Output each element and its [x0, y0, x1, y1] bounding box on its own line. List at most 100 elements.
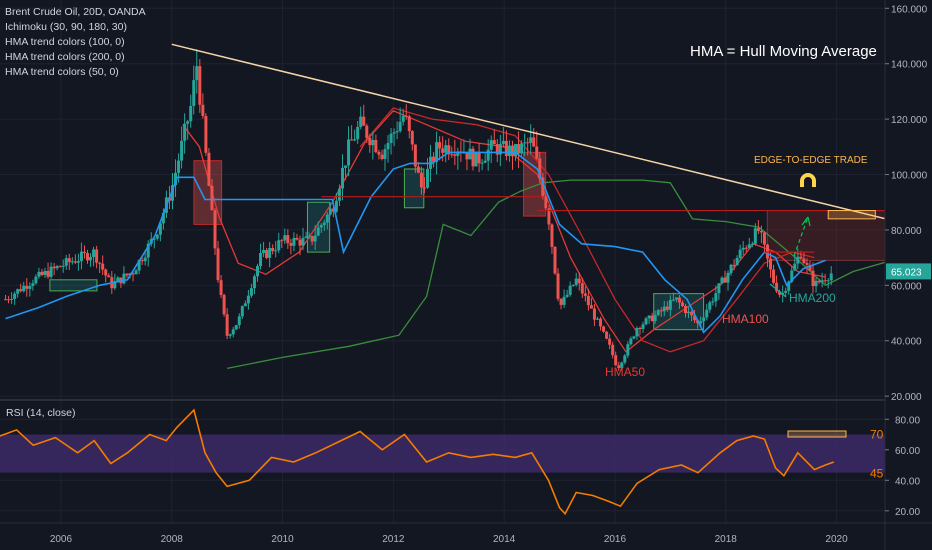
candle-body	[125, 273, 129, 276]
time-tick-label: 2006	[50, 534, 73, 545]
candle-body	[52, 266, 56, 269]
candle-body	[237, 316, 241, 326]
price-tick-label: 20.000	[891, 392, 922, 403]
last-price-badge	[886, 263, 931, 280]
candle-body	[720, 277, 724, 284]
candle-body	[550, 224, 554, 247]
candle-body	[556, 273, 560, 299]
indicator-hma50[interactable]: HMA trend colors (50, 0)	[5, 66, 119, 78]
candle-body	[207, 152, 211, 186]
candle-body	[811, 270, 815, 287]
candle-body	[359, 116, 363, 127]
candle-body	[228, 334, 232, 336]
candle-body	[334, 200, 338, 212]
candle-body	[662, 306, 666, 312]
candle-body	[535, 146, 539, 159]
candle-body	[116, 277, 120, 282]
candle-body	[362, 116, 366, 126]
candle-body	[107, 275, 111, 278]
candle-body	[665, 306, 669, 310]
candle-body	[559, 298, 563, 305]
candle-body	[98, 262, 102, 264]
candle-body	[73, 261, 77, 263]
candle-body	[565, 294, 569, 297]
symbol-title[interactable]: Brent Crude Oil, 20D, OANDA	[5, 6, 146, 18]
candle-body	[49, 266, 53, 277]
candle-body	[571, 284, 575, 286]
candle-body	[204, 115, 208, 153]
candle-body	[22, 285, 26, 292]
candle-body	[419, 172, 423, 188]
hma-note: HMA = Hull Moving Average	[690, 43, 877, 60]
candle-body	[283, 235, 287, 241]
indicator-hma200[interactable]: HMA trend colors (200, 0)	[5, 51, 125, 63]
candle-body	[586, 295, 590, 306]
annotations: HMA = Hull Moving Average EDGE-TO-EDGE T…	[605, 43, 877, 379]
candle-body	[16, 289, 20, 294]
rsi-tick-label: 40.00	[895, 476, 920, 487]
candle-body	[520, 143, 524, 154]
candle-body	[617, 365, 621, 369]
candle-body	[243, 303, 247, 307]
candle-body	[386, 143, 390, 150]
candle-body	[480, 162, 484, 164]
candle-body	[410, 131, 414, 145]
candle-body	[726, 272, 730, 283]
candle-body	[717, 283, 721, 294]
candle-body	[407, 116, 411, 132]
candle-body	[40, 271, 44, 275]
candle-body	[34, 276, 38, 284]
candle-body	[13, 293, 17, 299]
candle-body	[425, 168, 429, 188]
descending-trendline	[171, 43, 909, 226]
candle-body	[492, 140, 496, 145]
candle-body	[265, 249, 269, 258]
candle-body	[10, 298, 14, 300]
candle-body	[180, 140, 184, 161]
candle-body	[759, 230, 763, 233]
candle-body	[650, 315, 654, 321]
candle-body	[744, 247, 748, 249]
candle-body	[395, 131, 399, 133]
candle-body	[538, 158, 542, 178]
candle-body	[350, 139, 354, 141]
candle-body	[465, 152, 469, 160]
indicator-ichimoku[interactable]: Ichimoku (30, 90, 180, 30)	[5, 21, 127, 33]
candle-body	[222, 295, 226, 315]
candle-body	[210, 185, 214, 211]
candle-body	[541, 177, 545, 197]
indicator-hma100[interactable]: HMA trend colors (100, 0)	[5, 36, 125, 48]
time-tick-label: 2016	[604, 534, 627, 545]
price-tick-label: 40.000	[891, 337, 922, 348]
candle-body	[89, 256, 93, 261]
candle-body	[365, 125, 369, 138]
candle-body	[510, 145, 514, 157]
candle-body	[340, 167, 344, 189]
candle-body	[611, 344, 615, 356]
candle-body	[46, 271, 50, 277]
candle-body	[383, 149, 387, 159]
candle-body	[790, 270, 794, 282]
candle-body	[750, 243, 754, 245]
candle-body	[799, 256, 803, 259]
candle-body	[61, 265, 65, 267]
candle-body	[547, 208, 551, 225]
rsi-tick-label: 80.00	[895, 415, 920, 426]
candle-body	[219, 280, 223, 296]
candle-body	[489, 140, 493, 150]
candle-body	[198, 66, 202, 105]
candle-body	[277, 240, 281, 251]
candle-body	[286, 235, 290, 244]
candle-body	[747, 244, 751, 249]
candle-body	[413, 144, 417, 167]
candle-body	[255, 266, 259, 277]
candle-body	[641, 324, 645, 329]
candle-body	[79, 251, 83, 262]
candle-body	[292, 237, 296, 246]
magnet-tip-left	[800, 187, 804, 190]
candle-body	[762, 232, 766, 245]
candle-body	[231, 329, 235, 335]
candle-body	[456, 151, 460, 156]
